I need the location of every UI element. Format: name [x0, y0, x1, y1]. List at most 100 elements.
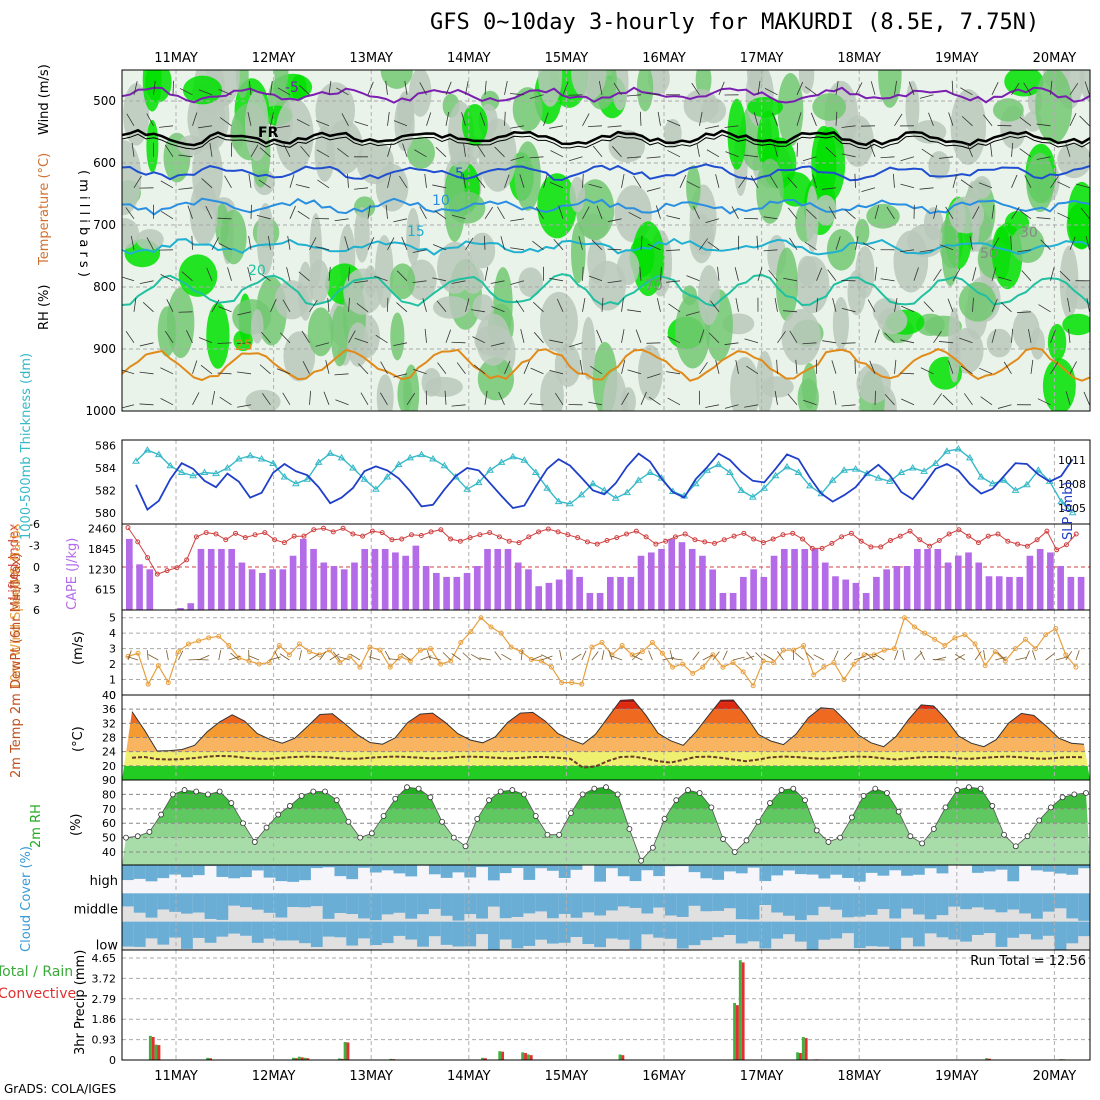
cloud-cell: [830, 893, 843, 910]
wind-barb: [827, 269, 837, 282]
wind-barb: [933, 268, 942, 282]
cloud-cell: [546, 893, 560, 919]
wind-barb: [803, 399, 817, 406]
thickness-point: [520, 456, 529, 463]
thickness-point: [851, 465, 860, 472]
precip-total-bar: [292, 1057, 295, 1060]
surface-wind-barb: [732, 656, 745, 661]
rh-point: [228, 800, 235, 806]
rh-point: [193, 788, 200, 795]
thickness-point: [406, 453, 414, 461]
rh-contour-fill: [308, 259, 330, 304]
thickness-point: [1023, 480, 1031, 488]
wind-speed-point: [881, 647, 887, 653]
thickness-point: [417, 450, 426, 458]
surface-wind-barb: [127, 650, 132, 661]
wind-speed-point: [1012, 646, 1018, 652]
wind-barb: [901, 305, 915, 313]
cloud-cell: [794, 865, 808, 875]
rh-point: [895, 808, 902, 815]
wind-barb: [465, 298, 470, 312]
wind-barb: [763, 249, 778, 252]
wind-barb: [302, 361, 310, 374]
lifted-index-point: [457, 538, 463, 544]
wind-barb: [218, 88, 232, 96]
cape-bar: [699, 555, 706, 610]
cloud-cell: [629, 921, 642, 950]
cape-bar: [1047, 552, 1054, 610]
cloud-cell-bg: [724, 865, 737, 894]
wind-barb: [402, 143, 408, 157]
rh-contour-fill: [689, 214, 714, 264]
wind-barb: [621, 297, 624, 312]
lifted-index-point: [555, 529, 561, 535]
thickness-point: [246, 451, 255, 459]
contour-label: 25: [235, 338, 253, 354]
cloud-cell: [735, 865, 749, 874]
wind-barb: [948, 112, 954, 126]
contour-label: FR: [258, 125, 279, 141]
cloud-cell: [712, 865, 725, 880]
lifted-index-point: [321, 525, 327, 531]
temperature-axis-title: Temperature (°C): [37, 153, 52, 266]
wind-barb: [908, 81, 915, 95]
wind-barb: [646, 342, 661, 344]
rh-contour-fill: [297, 261, 313, 321]
wind-barb: [1011, 206, 1020, 220]
wind-barb: [783, 277, 798, 282]
wind-barb: [178, 154, 193, 158]
wind-barb: [699, 111, 703, 126]
wind-barb: [1067, 297, 1071, 312]
surface-wind-barb: [329, 653, 340, 661]
wind-barb: [122, 276, 135, 282]
wind-speed-point: [811, 672, 817, 678]
wind-barb: [328, 80, 332, 95]
date-label-top: 13MAY: [349, 51, 393, 66]
surface-wind-barb: [763, 653, 774, 661]
cloud-cell: [617, 893, 631, 907]
wind-barb: [406, 392, 416, 406]
lifted-index-point: [438, 527, 444, 533]
thickness-tick-label: 584: [95, 462, 116, 475]
cape-bar: [873, 576, 880, 610]
wind-barb: [523, 393, 533, 406]
rh-contour-fill: [581, 316, 596, 380]
wind-barb: [549, 339, 564, 344]
wind-speed-point: [851, 661, 857, 667]
lifted-index-point: [604, 537, 610, 543]
thickness-point: [314, 458, 323, 465]
wind-barb: [387, 111, 390, 126]
wind-barb: [139, 342, 154, 347]
surface-wind-barb: [853, 656, 866, 661]
rh-contour-fill: [760, 376, 794, 398]
wind-barb: [592, 145, 603, 158]
cloud-cell-bg: [948, 865, 961, 894]
wind-barb: [1083, 391, 1090, 405]
wind-barb: [198, 89, 213, 96]
cloud-cell: [594, 921, 607, 948]
isotherm-15: [122, 237, 1090, 256]
cape-bar: [187, 603, 195, 610]
wind-barb: [533, 301, 544, 313]
wind-barb: [483, 235, 486, 250]
wind-barb: [146, 113, 154, 126]
wind-speed-point: [952, 635, 958, 641]
precip-convective-bar: [621, 1055, 625, 1060]
wind-barb: [1019, 148, 1032, 158]
wind-barb: [969, 235, 973, 250]
cloud-cell: [381, 893, 395, 915]
wind-barb: [164, 330, 174, 344]
thickness-point: [897, 468, 906, 475]
slp-tick-label: 1011: [1058, 454, 1086, 467]
cape-bar: [310, 548, 317, 610]
lifted-index-point: [496, 534, 502, 540]
cloud-cell: [511, 921, 524, 949]
rh-contour-fill: [178, 254, 218, 297]
rh-point: [977, 785, 984, 792]
cloud-cell: [310, 893, 324, 907]
isotherm-5: [122, 163, 1090, 182]
cloud-cell: [299, 865, 312, 881]
lifted-index-point: [262, 530, 268, 536]
cloud-cell-bg: [1078, 865, 1090, 894]
wind-barb: [323, 391, 330, 405]
